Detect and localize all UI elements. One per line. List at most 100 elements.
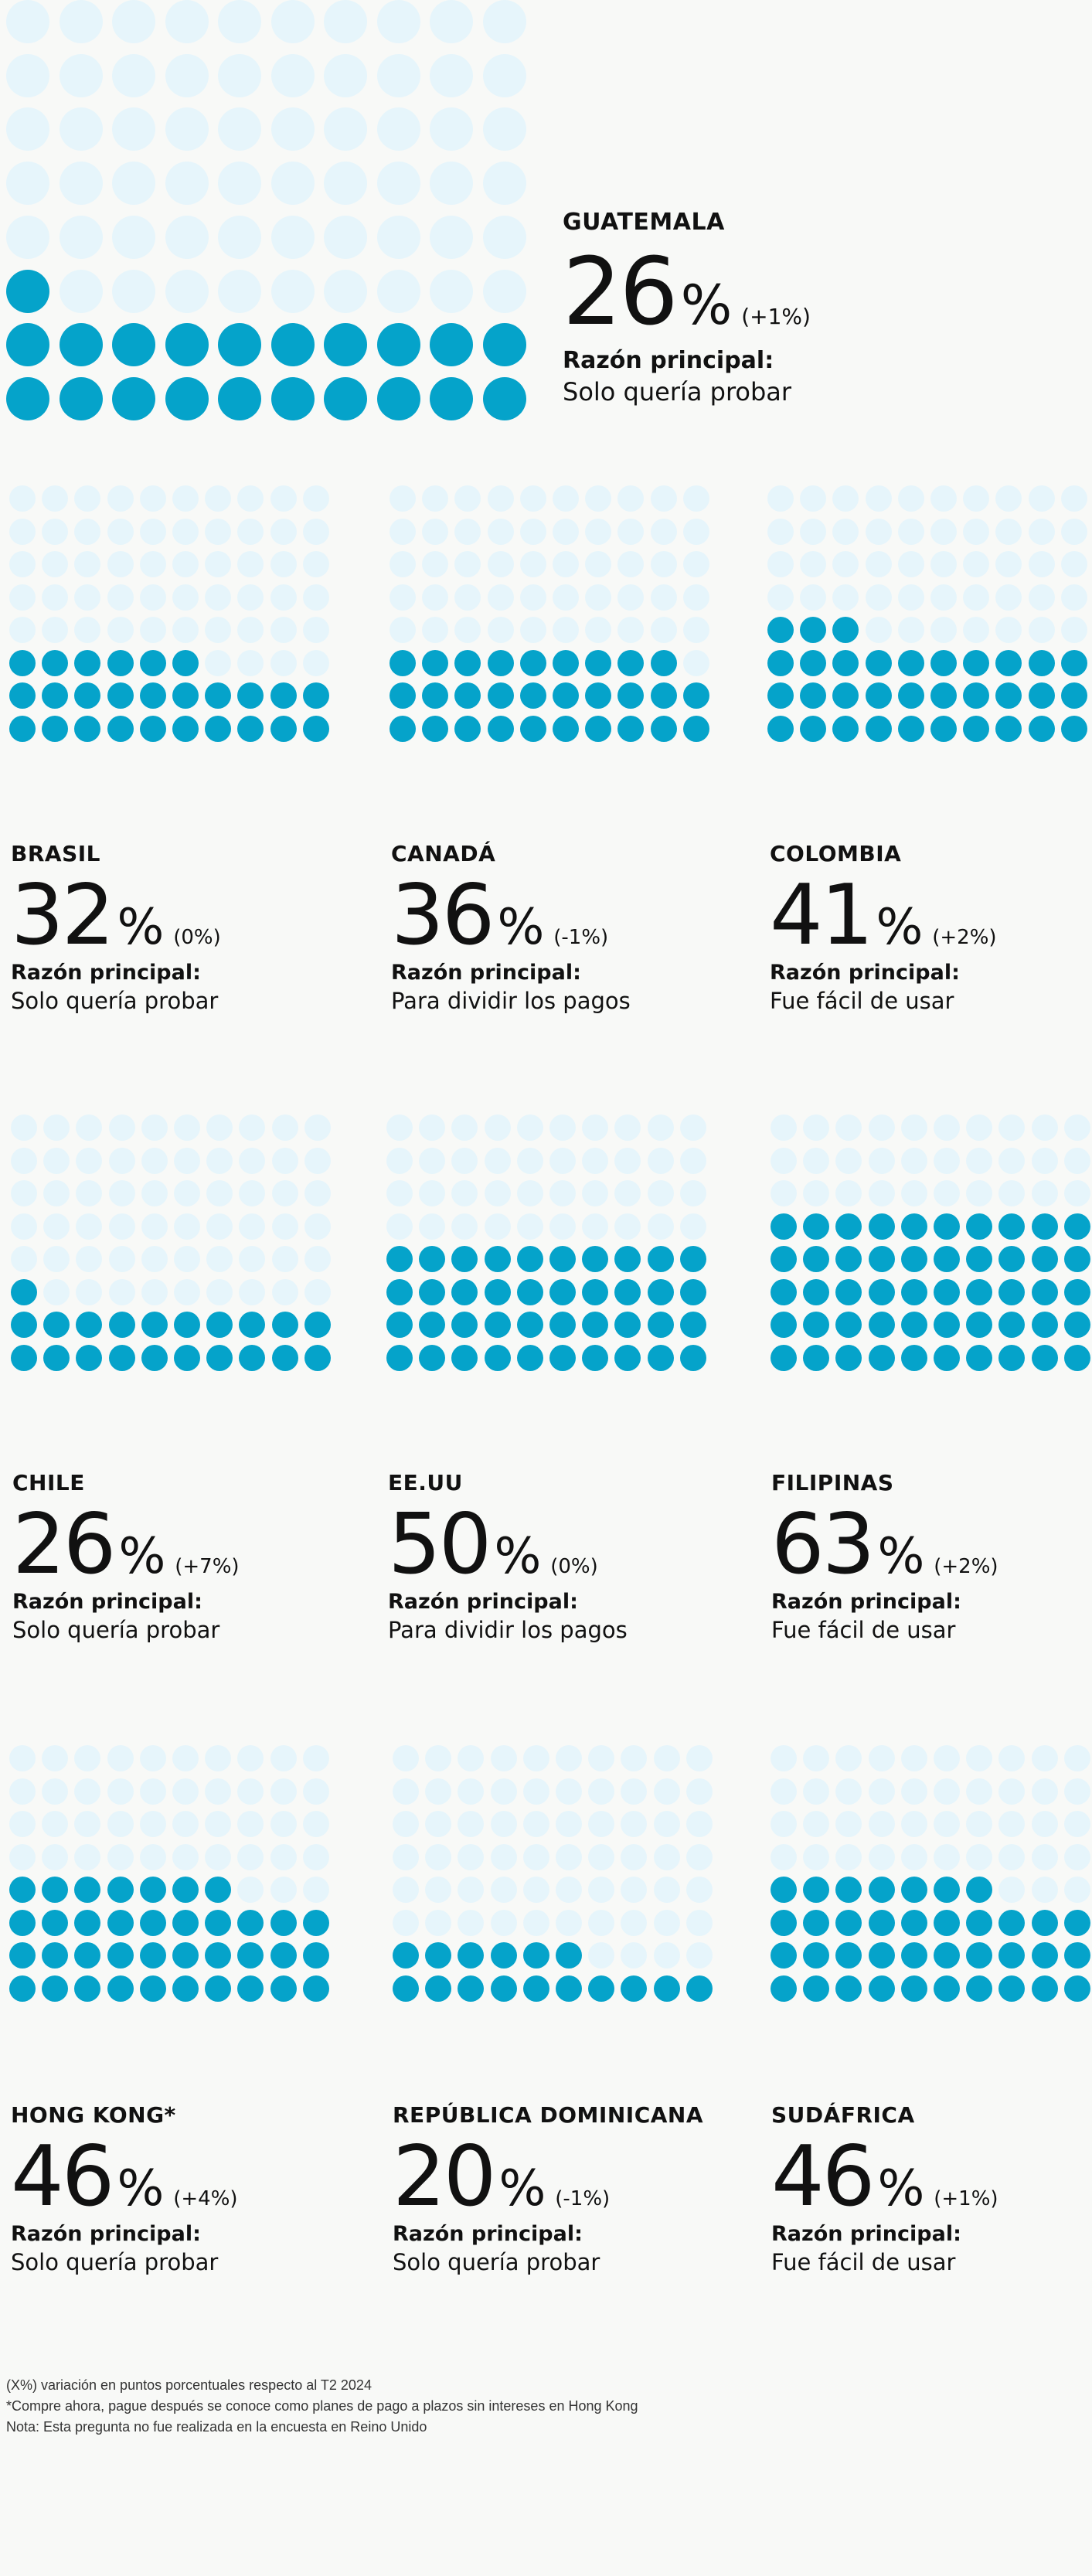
- filled-dot: [865, 715, 892, 742]
- reason-label: Razón principal:: [563, 347, 774, 374]
- empty-dot: [1063, 1114, 1090, 1141]
- empty-dot: [650, 551, 677, 577]
- empty-dot: [771, 1778, 797, 1805]
- empty-dot: [386, 1147, 413, 1174]
- empty-dot: [963, 584, 990, 611]
- filled-dot: [1028, 715, 1055, 742]
- empty-dot: [767, 485, 794, 512]
- filled-dot: [237, 682, 264, 709]
- filled-dot: [484, 1344, 511, 1371]
- empty-dot: [6, 215, 49, 259]
- empty-dot: [900, 1114, 927, 1141]
- empty-dot: [617, 617, 645, 643]
- filled-dot: [614, 1312, 641, 1338]
- empty-dot: [868, 1180, 895, 1206]
- change-value: (-1%): [553, 926, 609, 949]
- filled-dot: [390, 649, 416, 676]
- filled-dot: [1063, 1344, 1090, 1371]
- empty-dot: [205, 1745, 232, 1771]
- empty-dot: [482, 215, 526, 259]
- empty-dot: [835, 1745, 862, 1771]
- empty-dot: [585, 518, 612, 545]
- empty-dot: [487, 518, 514, 545]
- empty-dot: [108, 1246, 135, 1272]
- filled-dot: [1031, 1246, 1058, 1272]
- empty-dot: [682, 649, 709, 676]
- filled-dot: [430, 323, 473, 367]
- empty-dot: [800, 518, 827, 545]
- filled-dot: [172, 649, 199, 676]
- filled-dot: [9, 715, 36, 742]
- filled-dot: [865, 649, 892, 676]
- empty-dot: [930, 584, 957, 611]
- percent-sign: %: [497, 899, 545, 956]
- empty-dot: [490, 1811, 517, 1837]
- filled-dot: [386, 1344, 413, 1371]
- filled-dot: [900, 1278, 927, 1305]
- percentage-value: 32: [11, 867, 114, 964]
- empty-dot: [897, 485, 924, 512]
- empty-dot: [393, 1778, 419, 1805]
- empty-dot: [966, 1147, 993, 1174]
- filled-dot: [1063, 1312, 1090, 1338]
- empty-dot: [107, 1811, 134, 1837]
- filled-dot: [74, 1975, 101, 2002]
- filled-dot: [767, 649, 794, 676]
- empty-dot: [206, 1213, 233, 1240]
- filled-dot: [11, 1344, 37, 1371]
- empty-dot: [647, 1213, 674, 1240]
- filled-dot: [42, 649, 69, 676]
- empty-dot: [205, 649, 232, 676]
- filled-dot: [304, 1344, 331, 1371]
- country-name: FILIPINAS: [771, 1470, 894, 1496]
- empty-dot: [1028, 584, 1055, 611]
- empty-dot: [650, 584, 677, 611]
- filled-dot: [771, 1975, 797, 2002]
- empty-dot: [522, 1778, 549, 1805]
- empty-dot: [393, 1745, 419, 1771]
- filled-dot: [934, 1877, 960, 1903]
- empty-dot: [6, 162, 49, 206]
- filled-dot: [995, 649, 1022, 676]
- country-name: CHILE: [12, 1470, 85, 1496]
- empty-dot: [172, 617, 199, 643]
- filled-dot: [934, 1213, 960, 1240]
- filled-dot: [553, 682, 579, 709]
- empty-dot: [934, 1147, 960, 1174]
- empty-dot: [998, 1811, 1026, 1837]
- filled-dot: [771, 1278, 797, 1305]
- filled-dot: [553, 715, 579, 742]
- empty-dot: [302, 518, 329, 545]
- filled-dot: [419, 1278, 446, 1305]
- empty-dot: [617, 584, 645, 611]
- empty-dot: [108, 1147, 135, 1174]
- empty-dot: [425, 1811, 452, 1837]
- empty-dot: [682, 617, 709, 643]
- filled-dot: [585, 682, 612, 709]
- empty-dot: [451, 1213, 478, 1240]
- filled-dot: [487, 682, 514, 709]
- empty-dot: [174, 1213, 200, 1240]
- empty-dot: [621, 1942, 648, 1969]
- empty-dot: [1031, 1778, 1058, 1805]
- empty-dot: [302, 1843, 329, 1870]
- empty-dot: [682, 551, 709, 577]
- empty-dot: [1063, 1147, 1090, 1174]
- empty-dot: [302, 485, 329, 512]
- empty-dot: [205, 1843, 232, 1870]
- filled-dot: [650, 715, 677, 742]
- empty-dot: [1063, 1745, 1090, 1771]
- empty-dot: [679, 1213, 706, 1240]
- empty-dot: [650, 518, 677, 545]
- filled-dot: [803, 1344, 830, 1371]
- empty-dot: [74, 1811, 101, 1837]
- filled-dot: [487, 715, 514, 742]
- filled-dot: [205, 715, 232, 742]
- empty-dot: [141, 1147, 168, 1174]
- empty-dot: [588, 1843, 615, 1870]
- empty-dot: [930, 551, 957, 577]
- empty-dot: [1060, 551, 1087, 577]
- filled-dot: [900, 1213, 927, 1240]
- empty-dot: [803, 1778, 830, 1805]
- empty-dot: [454, 551, 481, 577]
